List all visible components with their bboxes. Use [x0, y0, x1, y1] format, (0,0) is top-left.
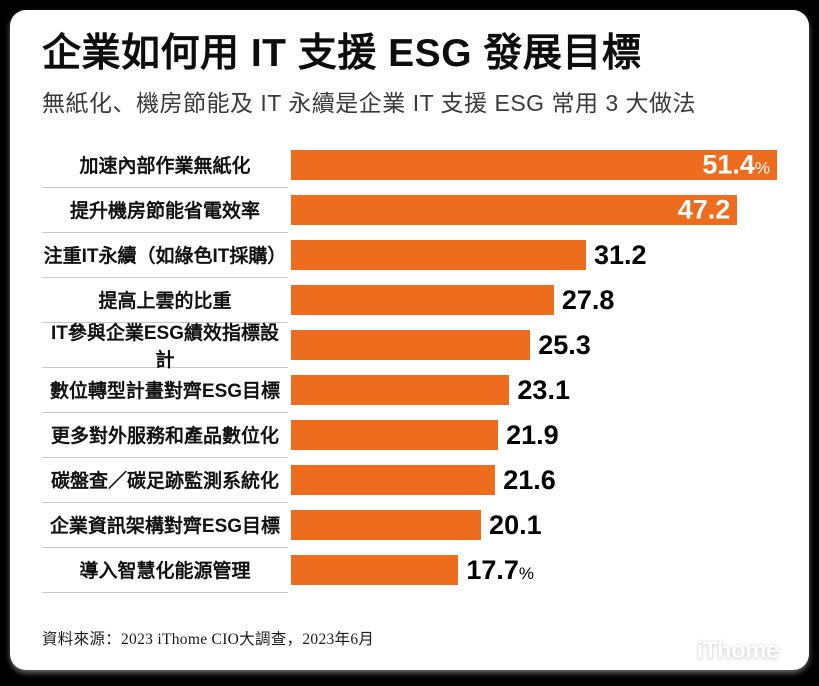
bar-area: 31.2	[291, 239, 777, 271]
chart-row: 企業資訊架構對齊ESG目標 20.1	[42, 503, 782, 548]
bar-area: 51.4%	[291, 149, 777, 181]
chart-row: 提高上雲的比重 27.8	[42, 278, 782, 323]
bar-value: 17.7%	[466, 554, 535, 585]
bar-area: 25.3	[291, 329, 777, 361]
bar-label: 注重IT永續（如綠色IT採購）	[42, 233, 288, 278]
percent-sign: %	[754, 158, 770, 178]
bar-label: 提升機房節能省電效率	[42, 188, 288, 233]
percent-sign: %	[518, 563, 535, 583]
bar-label: IT參與企業ESG績效指標設計	[42, 323, 288, 371]
bar	[291, 510, 482, 541]
bar-area: 17.7%	[291, 554, 777, 586]
chart-row: 碳盤查／碳足跡監測系統化 21.6	[42, 458, 782, 503]
bar-area: 21.6	[291, 464, 777, 496]
bar-value: 51.4%	[702, 149, 770, 180]
bar	[291, 465, 496, 496]
bar-label: 更多對外服務和產品數位化	[42, 413, 288, 458]
bar-value: 31.2	[594, 239, 647, 270]
bar-label: 導入智慧化能源管理	[42, 548, 288, 593]
bar: 47.2	[291, 194, 738, 226]
bar	[291, 285, 554, 316]
chart-row: 加速內部作業無紙化 51.4%	[42, 143, 782, 188]
bar-label: 加速內部作業無紙化	[42, 143, 288, 188]
bar	[291, 375, 510, 406]
chart-row: 提升機房節能省電效率 47.2	[42, 188, 782, 233]
bar-value: 23.1	[517, 374, 570, 405]
bar-area: 27.8	[291, 284, 777, 316]
bar-value: 27.8	[561, 284, 615, 315]
page-title: 企業如何用 IT 支援 ESG 發展目標	[42, 32, 642, 75]
bar-value: 21.9	[506, 419, 559, 450]
chart-row: 更多對外服務和產品數位化 21.9	[42, 413, 782, 458]
bar: 51.4%	[291, 149, 777, 181]
chart-row: 數位轉型計畫對齊ESG目標 23.1	[42, 368, 782, 413]
bar-label: 提高上雲的比重	[42, 278, 288, 323]
bar-area: 47.2	[291, 194, 777, 226]
page-subtitle: 無紙化、機房節能及 IT 永續是企業 IT 支援 ESG 常用 3 大做法	[42, 89, 697, 116]
chart-card: 企業如何用 IT 支援 ESG 發展目標 無紙化、機房節能及 IT 永續是企業 …	[10, 10, 809, 670]
chart-row: 注重IT永續（如綠色IT採購） 31.2	[42, 233, 782, 278]
bar-value: 20.1	[489, 509, 542, 540]
bar	[291, 555, 459, 586]
bar	[291, 240, 586, 271]
bar-label: 企業資訊架構對齊ESG目標	[42, 503, 288, 548]
bar	[291, 420, 499, 451]
source-note: 資料來源：2023 iThome CIO大調查，2023年6月	[42, 631, 375, 648]
chart-row: IT參與企業ESG績效指標設計 25.3	[42, 323, 782, 371]
bar-area: 20.1	[291, 509, 777, 541]
bar-label: 碳盤查／碳足跡監測系統化	[42, 458, 288, 503]
bar-label: 數位轉型計畫對齊ESG目標	[42, 368, 288, 413]
bar-value: 47.2	[677, 194, 731, 225]
chart-row: 導入智慧化能源管理 17.7%	[42, 548, 782, 593]
bar-area: 23.1	[291, 374, 777, 406]
bar-area: 21.9	[291, 419, 777, 451]
bar-value: 21.6	[503, 464, 556, 495]
chart: 加速內部作業無紙化 51.4% 提升機房節能省電效率 47.2 注重IT永續（如綠色IT…	[42, 143, 782, 593]
bar-value: 25.3	[538, 329, 591, 360]
bar	[291, 330, 531, 361]
ithome-logo: iThome	[696, 637, 780, 664]
